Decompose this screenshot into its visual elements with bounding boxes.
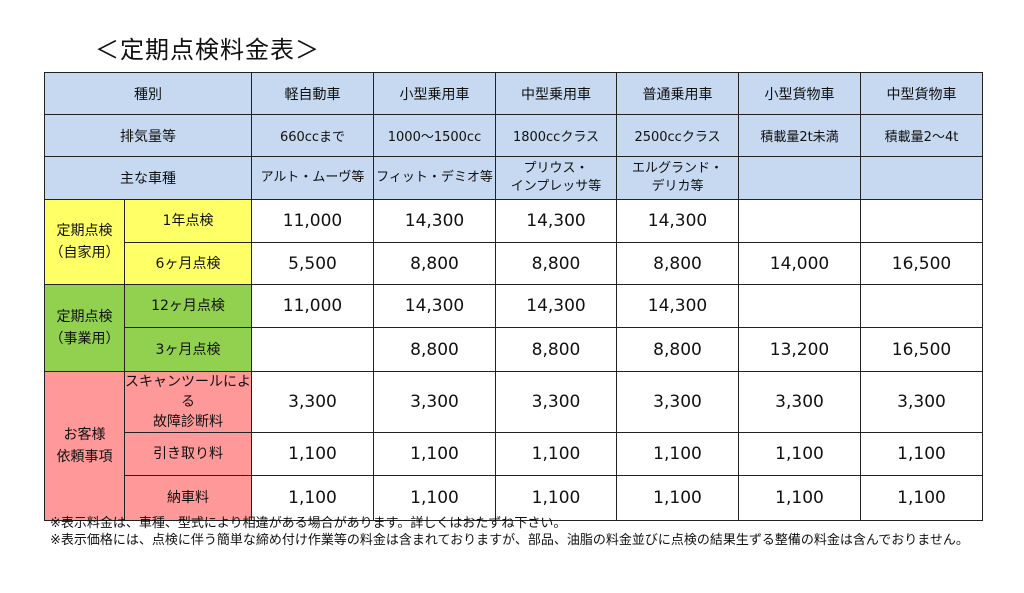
text-line: フィット・デミオ等 [376, 170, 493, 185]
column-header: 普通乗用車 [616, 72, 739, 115]
displacement-cell: 積載量2～4t [860, 114, 983, 157]
price-cell: 8,800 [616, 327, 739, 372]
price-cell [738, 284, 861, 328]
category-header: 種別 [44, 72, 252, 115]
price-cell: 3,300 [616, 371, 739, 433]
price-cell: 14,300 [495, 284, 617, 328]
displacement-cell: 1800ccクラス [495, 114, 617, 157]
price-cell: 3,300 [738, 371, 861, 433]
model-cell: フィット・デミオ等 [373, 156, 496, 200]
text-line: インプレッサ等 [510, 179, 602, 194]
footnotes: ※表示料金は、車種、型式により相違がある場合があります。詳しくはおたずね下さい。… [50, 515, 990, 549]
price-cell: 14,000 [738, 242, 861, 285]
displacement-cell: 2500ccクラス [616, 114, 739, 157]
text-line: デリカ等 [651, 179, 704, 194]
column-header: 軽自動車 [251, 72, 374, 115]
price-cell: 1,100 [860, 432, 983, 476]
price-cell: 11,000 [251, 199, 374, 243]
price-cell: 16,500 [860, 327, 983, 372]
model-cell: アルト・ムーヴ等 [251, 156, 374, 200]
price-cell: 13,200 [738, 327, 861, 372]
model-cell [738, 156, 861, 200]
price-cell: 14,300 [495, 199, 617, 243]
table-row: 納車料 1,100 1,100 1,100 1,100 1,100 1,100 [45, 475, 983, 521]
text-line: （事業用） [49, 331, 120, 347]
group-label: 定期点検 （事業用） [44, 284, 125, 372]
price-cell: 1,100 [495, 432, 617, 476]
table-row: 引き取り料 1,100 1,100 1,100 1,100 1,100 1,100 [45, 432, 983, 476]
price-cell: 1,100 [616, 432, 739, 476]
column-header: 中型貨物車 [860, 72, 983, 115]
row-label: 3ヶ月点検 [124, 327, 252, 372]
price-cell: 3,300 [860, 371, 983, 433]
text-line: お客様 [63, 427, 106, 443]
footnote: ※表示価格には、点検に伴う簡単な締め付け作業等の料金は含まれておりますが、部品、… [50, 533, 969, 548]
price-cell: 1,100 [373, 475, 496, 521]
price-cell: 14,300 [373, 199, 496, 243]
model-cell [860, 156, 983, 200]
footnote: ※表示料金は、車種、型式により相違がある場合があります。詳しくはおたずね下さい。 [50, 516, 567, 531]
price-cell: 16,500 [860, 242, 983, 285]
row-label: スキャンツールによる故障診断料 [124, 371, 252, 433]
column-header: 小型貨物車 [738, 72, 861, 115]
price-cell: 1,100 [738, 432, 861, 476]
table-row: お客様 依頼事項 スキャンツールによる 故障診断料 3,300 3,300 3,300 3,3… [44, 371, 983, 521]
column-header: 小型乗用車 [373, 72, 496, 115]
price-cell [251, 327, 374, 372]
table-row: 3ヶ月点検 8,800 8,800 8,800 13,200 16,500 [45, 327, 983, 372]
text-line: （自家用） [49, 245, 120, 261]
group-label: お客様 依頼事項 [44, 371, 125, 521]
text-line: 定期点検 [56, 309, 113, 325]
price-cell: 1,100 [860, 475, 983, 521]
text-line: プリウス・ [523, 161, 589, 176]
model-cell: エルグランド・ デリカ等 [616, 156, 739, 200]
displacement-cell: 1000～1500cc [373, 114, 496, 157]
price-cell: 3,300 [373, 371, 496, 433]
text-line: 依頼事項 [56, 449, 113, 465]
displacement-cell: 660ccまで [251, 114, 374, 157]
price-cell: 14,300 [616, 199, 739, 243]
price-cell: 8,800 [373, 242, 496, 285]
table-row: 定期点検 （自家用） 1年点検 11,000 14,300 14,300 14,300 [44, 199, 983, 285]
text-line: アルト・ムーヴ等 [260, 170, 365, 185]
price-cell: 11,000 [251, 284, 374, 328]
price-cell: 3,300 [251, 371, 374, 433]
row-label: 12ヶ月点検 [124, 284, 252, 328]
displacement-cell: 積載量2t未満 [738, 114, 861, 157]
price-cell: 14,300 [616, 284, 739, 328]
price-cell [860, 199, 983, 243]
price-cell: 8,800 [616, 242, 739, 285]
text-line: 定期点検 [56, 223, 113, 239]
price-cell: 14,300 [373, 284, 496, 328]
price-cell: 1,100 [251, 432, 374, 476]
row-label: 引き取り料 [124, 432, 252, 476]
price-cell: 1,100 [616, 475, 739, 521]
price-cell: 8,800 [373, 327, 496, 372]
price-cell: 1,100 [373, 432, 496, 476]
table-row: 6ヶ月点検 5,500 8,800 8,800 8,800 14,000 16,500 [45, 242, 983, 285]
price-cell: 1,100 [495, 475, 617, 521]
row-label: 1年点検 [124, 199, 252, 243]
displacement-label: 排気量等 [44, 114, 252, 157]
price-cell: 1,100 [738, 475, 861, 521]
price-cell [860, 284, 983, 328]
price-cell [738, 199, 861, 243]
page-title: ＜定期点検料金表＞ [95, 36, 320, 64]
fee-table: 種別 軽自動車 小型乗用車 中型乗用車 普通乗用車 小型貨物車 中型貨物車 排気… [44, 72, 983, 521]
row-label: 6ヶ月点検 [124, 242, 252, 285]
price-cell: 8,800 [495, 242, 617, 285]
price-cell: 3,300 [495, 371, 617, 433]
row-label: 納車料 [124, 475, 252, 521]
price-cell: 5,500 [251, 242, 374, 285]
price-cell: 1,100 [251, 475, 374, 521]
price-cell: 8,800 [495, 327, 617, 372]
model-cell: プリウス・インプレッサ等 [495, 156, 617, 200]
group-label: 定期点検 （自家用） [44, 199, 125, 285]
text-line: 故障診断料 [153, 414, 223, 430]
text-line: スキャンツールによる [125, 374, 251, 410]
models-label: 主な車種 [44, 156, 252, 200]
column-header: 中型乗用車 [495, 72, 617, 115]
text-line: エルグランド・ [631, 161, 723, 176]
table-row: 定期点検 （事業用） 12ヶ月点検 11,000 14,300 14,300 14,300 [44, 284, 983, 372]
